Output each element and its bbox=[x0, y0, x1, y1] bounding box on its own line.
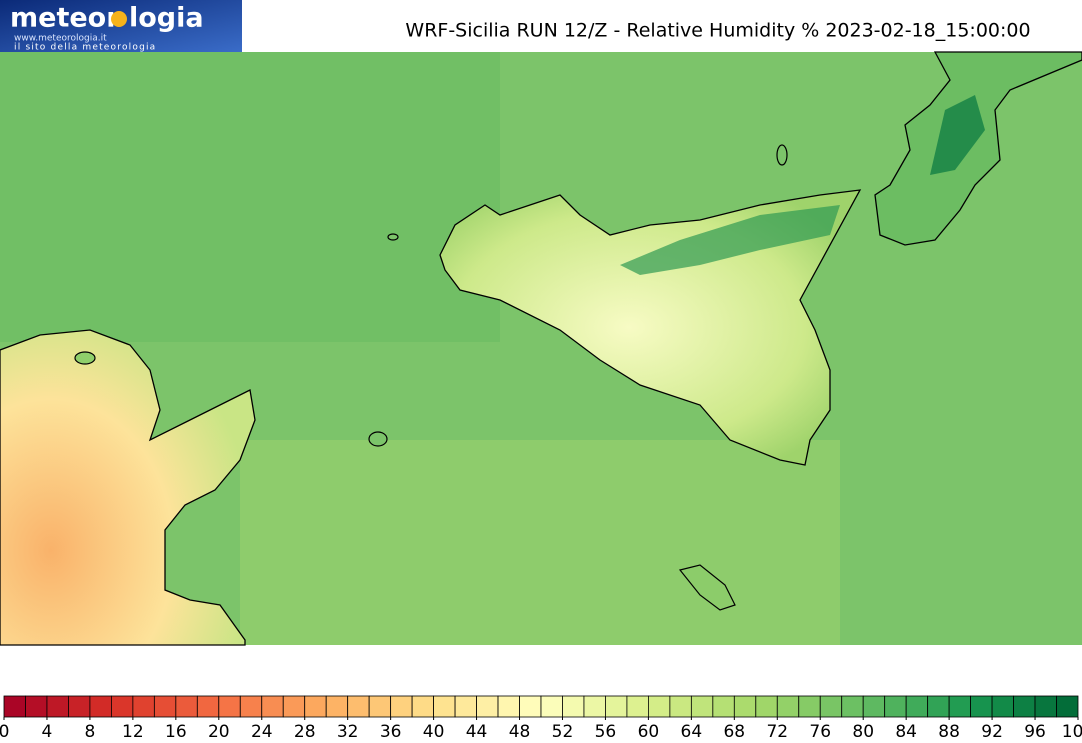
colorbar-swatch bbox=[433, 695, 456, 718]
brand-left: meteor bbox=[10, 3, 120, 34]
colorbar-swatch bbox=[153, 695, 177, 718]
tunisia-coast bbox=[0, 329, 256, 646]
colorbar-swatch bbox=[626, 695, 649, 718]
colorbar-swatch bbox=[927, 695, 950, 718]
islet bbox=[74, 351, 96, 365]
colorbar-tick-label: 76 bbox=[809, 722, 831, 739]
colorbar-swatch bbox=[25, 695, 48, 718]
colorbar-swatch bbox=[991, 695, 1014, 718]
humid-area bbox=[0, 52, 500, 342]
colorbar-tick-label: 36 bbox=[380, 722, 402, 739]
colorbar-swatch bbox=[583, 695, 606, 718]
colorbar-tick-label: 72 bbox=[766, 722, 788, 739]
colorbar-swatch bbox=[46, 695, 69, 718]
colorbar-swatch bbox=[476, 695, 499, 718]
colorbar-swatch bbox=[948, 695, 971, 718]
colorbar: 0 4 8 12 16 20 24 28 32 36 40 44 48 52 56 60 64 68 72 76 80 8… bbox=[0, 695, 1082, 742]
colorbar-swatch bbox=[648, 695, 671, 718]
colorbar-swatch bbox=[519, 695, 542, 718]
colorbar-swatch bbox=[261, 695, 284, 718]
colorbar-swatch bbox=[755, 695, 778, 718]
colorbar-swatch bbox=[196, 695, 220, 718]
logo[interactable]: meteor logia www.meteorologia.it il sito… bbox=[0, 0, 242, 53]
map bbox=[0, 51, 1082, 646]
colorbar-swatch bbox=[89, 695, 112, 718]
colorbar-swatch bbox=[325, 695, 349, 718]
sun-icon bbox=[111, 11, 127, 27]
colorbar-tick-label: 56 bbox=[595, 722, 617, 739]
colorbar-swatch bbox=[175, 695, 198, 718]
colorbar-swatch bbox=[540, 695, 563, 718]
colorbar-tick-label: 20 bbox=[208, 722, 230, 739]
colorbar-swatch bbox=[712, 695, 735, 718]
colorbar-tick-label: 88 bbox=[938, 722, 960, 739]
sicily-coast bbox=[439, 189, 862, 466]
aeolian-island bbox=[776, 144, 788, 166]
colorbar-tick-label: 12 bbox=[122, 722, 144, 739]
colorbar-swatch bbox=[798, 695, 821, 718]
humid-peak bbox=[930, 95, 985, 175]
map-title: WRF-Sicilia RUN 12/Z - Relative Humidity… bbox=[405, 20, 1030, 42]
colorbar-swatch bbox=[669, 695, 692, 718]
colorbar-swatch bbox=[68, 695, 91, 718]
colorbar-swatch bbox=[304, 695, 327, 718]
humid-ridge bbox=[620, 205, 840, 275]
colorbar-tick-label: 68 bbox=[723, 722, 745, 739]
colorbar-swatch bbox=[411, 695, 434, 718]
colorbar-tick-label: 0 bbox=[0, 722, 9, 739]
malta bbox=[678, 564, 736, 611]
colorbar-swatch bbox=[970, 695, 993, 718]
colorbar-tick-label: 24 bbox=[251, 722, 273, 739]
pantelleria bbox=[368, 431, 388, 447]
colorbar-swatch bbox=[562, 695, 585, 718]
colorbar-swatch bbox=[368, 695, 392, 718]
colorbar-tick-label: 52 bbox=[552, 722, 574, 739]
colorbar-swatch bbox=[819, 695, 843, 718]
colorbar-swatch bbox=[111, 695, 134, 718]
colorbar-tick-label: 40 bbox=[423, 722, 445, 739]
colorbar-swatch bbox=[390, 695, 413, 718]
colorbar-swatch bbox=[239, 695, 263, 718]
colorbar-swatch bbox=[884, 695, 907, 718]
colorbar-swatch bbox=[3, 695, 26, 718]
colorbar-swatch bbox=[905, 695, 929, 718]
colorbar-tick-label: 84 bbox=[895, 722, 917, 739]
colorbar-swatch bbox=[282, 695, 306, 718]
colorbar-tick-label: 4 bbox=[42, 722, 53, 739]
colorbar-tick-label: 64 bbox=[681, 722, 703, 739]
colorbar-swatch bbox=[132, 695, 155, 718]
colorbar-swatch bbox=[776, 695, 800, 718]
brand-right: logia bbox=[129, 3, 204, 34]
calabria-coast bbox=[874, 51, 1082, 246]
colorbar-swatch bbox=[454, 695, 477, 718]
colorbar-tick-label: 44 bbox=[466, 722, 488, 739]
colorbar-swatch bbox=[690, 695, 714, 718]
colorbar-swatch bbox=[497, 695, 520, 718]
colorbar-tick-label: 60 bbox=[638, 722, 660, 739]
colorbar-tick-label: 32 bbox=[337, 722, 359, 739]
colorbar-tick-label: 92 bbox=[981, 722, 1003, 739]
colorbar-swatch bbox=[605, 695, 628, 718]
colorbar-tick-label: 96 bbox=[1024, 722, 1046, 739]
colorbar-tick-label: 8 bbox=[85, 722, 96, 739]
colorbar-tick-label: 48 bbox=[509, 722, 531, 739]
colorbar-swatch bbox=[1056, 695, 1079, 718]
drier-area bbox=[240, 440, 840, 645]
egadi-island bbox=[387, 233, 399, 241]
logo-url: www.meteorologia.it bbox=[14, 34, 107, 44]
logo-tagline: il sito della meteorologia bbox=[14, 43, 156, 53]
colorbar-swatch bbox=[218, 695, 241, 718]
colorbar-swatch bbox=[347, 695, 370, 718]
colorbar-swatch bbox=[733, 695, 757, 718]
colorbar-swatch bbox=[841, 695, 864, 718]
colorbar-tick-label: 28 bbox=[294, 722, 316, 739]
colorbar-tick-label: 80 bbox=[852, 722, 874, 739]
colorbar-tick-label: 100 bbox=[1062, 722, 1082, 739]
colorbar-tick-label: 16 bbox=[165, 722, 187, 739]
colorbar-swatch bbox=[1013, 695, 1036, 718]
colorbar-swatch bbox=[1034, 695, 1057, 718]
colorbar-swatch bbox=[862, 695, 886, 718]
